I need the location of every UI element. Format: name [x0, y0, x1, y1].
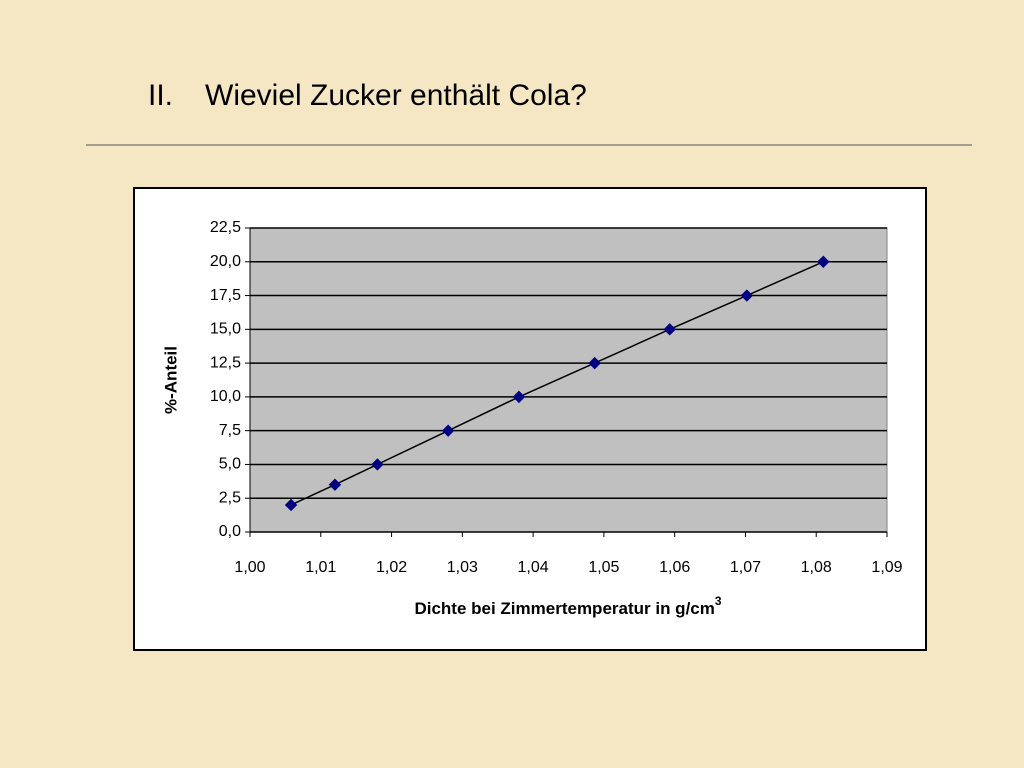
- x-tick-label: 1,06: [659, 559, 690, 576]
- data-point: [663, 323, 676, 336]
- y-tick-label: 22,5: [210, 219, 241, 236]
- data-point: [512, 390, 526, 404]
- x-tick-label: 1,01: [305, 559, 336, 576]
- data-point: [441, 424, 455, 437]
- y-tick-label: 2,5: [219, 489, 241, 506]
- x-axis-title-superscript: 3: [715, 594, 722, 608]
- y-tick-label: 15,0: [210, 321, 241, 338]
- data-point: [371, 458, 384, 471]
- plot-area: [249, 227, 888, 533]
- y-tick-label: 0,0: [219, 523, 241, 540]
- y-tick-label: 5,0: [219, 456, 241, 473]
- x-tick-label: 1,05: [588, 559, 619, 576]
- x-tick-label: 1,02: [376, 559, 407, 576]
- data-point: [740, 289, 754, 302]
- slide-number: II.: [148, 79, 173, 112]
- slide-title: Wieviel Zucker enthält Cola?: [205, 79, 587, 112]
- x-tick-label: 1,04: [518, 559, 549, 576]
- data-point: [284, 498, 298, 512]
- y-tick-label: 12,5: [210, 354, 241, 371]
- y-axis-title: %-Anteil: [161, 346, 180, 414]
- x-tick-label: 1,03: [447, 559, 478, 576]
- x-tick-label: 1,09: [871, 559, 902, 576]
- data-point: [328, 478, 342, 491]
- x-tick-label: 1,07: [730, 559, 761, 576]
- data-point: [817, 255, 830, 268]
- y-tick-label: 17,5: [210, 287, 241, 304]
- x-axis-title: Dichte bei Zimmertemperatur in g/cm3: [414, 594, 721, 618]
- data-point: [588, 356, 601, 370]
- y-tick-label: 20,0: [210, 253, 241, 270]
- y-tick-label: 10,0: [210, 388, 241, 405]
- x-axis-title-text: Dichte bei Zimmertemperatur in g/cm: [414, 599, 714, 618]
- x-tick-label: 1,08: [801, 559, 832, 576]
- y-tick-label: 7,5: [219, 422, 241, 439]
- x-tick-label: 1,00: [234, 559, 265, 576]
